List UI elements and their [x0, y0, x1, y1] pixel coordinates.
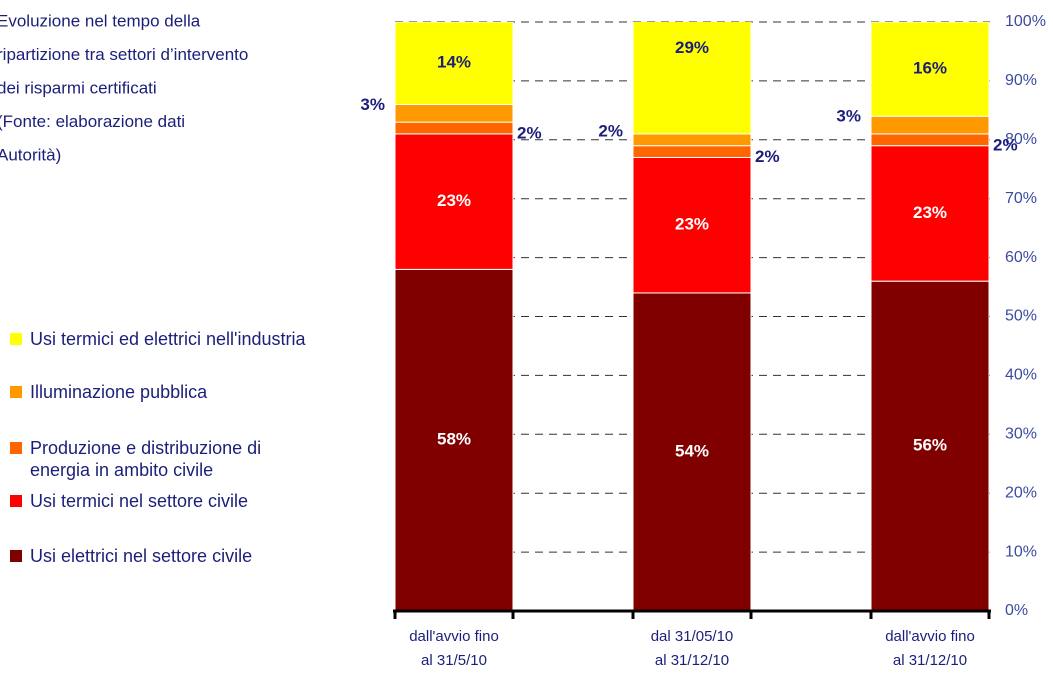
title-line: dei risparmi certificati — [0, 78, 157, 97]
x-tick-label: al 31/12/10 — [655, 652, 729, 669]
bar-segment — [632, 22, 752, 135]
legend-label: Produzione e distribuzione di energia in… — [30, 438, 262, 480]
bar-segment — [632, 156, 752, 294]
x-tick-label: dal 31/05/10 — [651, 628, 734, 645]
bar-segment — [870, 133, 990, 147]
value-label: 23% — [437, 191, 471, 210]
value-label: 54% — [675, 441, 709, 460]
bar-segment — [394, 133, 514, 270]
value-label: 2% — [517, 124, 542, 143]
value-label: 56% — [913, 436, 947, 455]
bar-segment — [394, 103, 514, 123]
legend-label: Usi elettrici nel settore civile — [30, 546, 253, 566]
y-tick-label: 90% — [1005, 72, 1037, 89]
bar-segment — [870, 280, 990, 611]
value-label: 3% — [360, 95, 385, 114]
x-tick-label: dall'avvio fino — [885, 628, 975, 645]
legend-item: Usi elettrici nel settore civile — [10, 545, 320, 567]
y-tick-label: 40% — [1005, 367, 1037, 384]
value-label: 16% — [913, 59, 947, 78]
y-tick-label: 30% — [1005, 426, 1037, 443]
legend-swatch — [10, 495, 22, 507]
bar-segment — [632, 145, 752, 158]
legend-swatch — [10, 333, 22, 345]
value-label: 23% — [675, 215, 709, 234]
legend-label: Usi termici nel settore civile — [30, 491, 249, 511]
bar-segment — [870, 115, 990, 135]
legend-item: Usi termici ed elettrici nell'industria — [10, 328, 320, 350]
legend-swatch — [10, 386, 22, 398]
y-tick-label: 50% — [1005, 308, 1037, 325]
title-line: ripartizione tra settori d’intervento — [0, 45, 248, 64]
value-label: 2% — [755, 147, 780, 166]
y-tick-label: 100% — [1005, 13, 1046, 30]
value-label: 58% — [437, 430, 471, 449]
x-tick-label: al 31/5/10 — [421, 652, 487, 669]
foreground: Evoluzione nel tempo della ripartizione t… — [0, 11, 1046, 668]
y-tick-label: 10% — [1005, 543, 1037, 560]
y-tick-label: 0% — [1005, 602, 1028, 619]
bar-segment — [870, 22, 990, 117]
legend-item: Illuminazione pubblica — [10, 381, 320, 403]
legend-label: Usi termici ed elettrici nell'industria — [30, 329, 306, 349]
y-tick-label: 20% — [1005, 484, 1037, 501]
value-label: 29% — [675, 38, 709, 57]
y-tick-label: 80% — [1005, 131, 1037, 148]
title-line: Evoluzione nel tempo della — [0, 11, 201, 30]
value-label: 23% — [913, 203, 947, 222]
legend-swatch — [10, 550, 22, 562]
bar-segment — [394, 22, 514, 105]
value-label: 3% — [836, 107, 861, 126]
bar-segment — [394, 121, 514, 135]
legend-item: Produzione e distribuzione di energia in… — [10, 437, 320, 481]
title-line: Autorità) — [0, 145, 61, 164]
bar-segment — [632, 133, 752, 147]
value-label: 14% — [437, 53, 471, 72]
x-tick-label: al 31/12/10 — [893, 652, 967, 669]
legend-item: Usi termici nel settore civile — [10, 490, 320, 512]
x-tick-label: dall'avvio fino — [409, 628, 499, 645]
value-label: 2% — [598, 121, 623, 140]
y-tick-label: 70% — [1005, 190, 1037, 207]
y-tick-label: 60% — [1005, 249, 1037, 266]
title-line: (Fonte: elaborazione dati — [0, 112, 185, 131]
legend-label: Illuminazione pubblica — [30, 382, 208, 402]
legend-swatch — [10, 442, 22, 454]
bar-segment — [632, 292, 752, 611]
bars — [394, 22, 990, 611]
value-label: 2% — [993, 135, 1018, 154]
